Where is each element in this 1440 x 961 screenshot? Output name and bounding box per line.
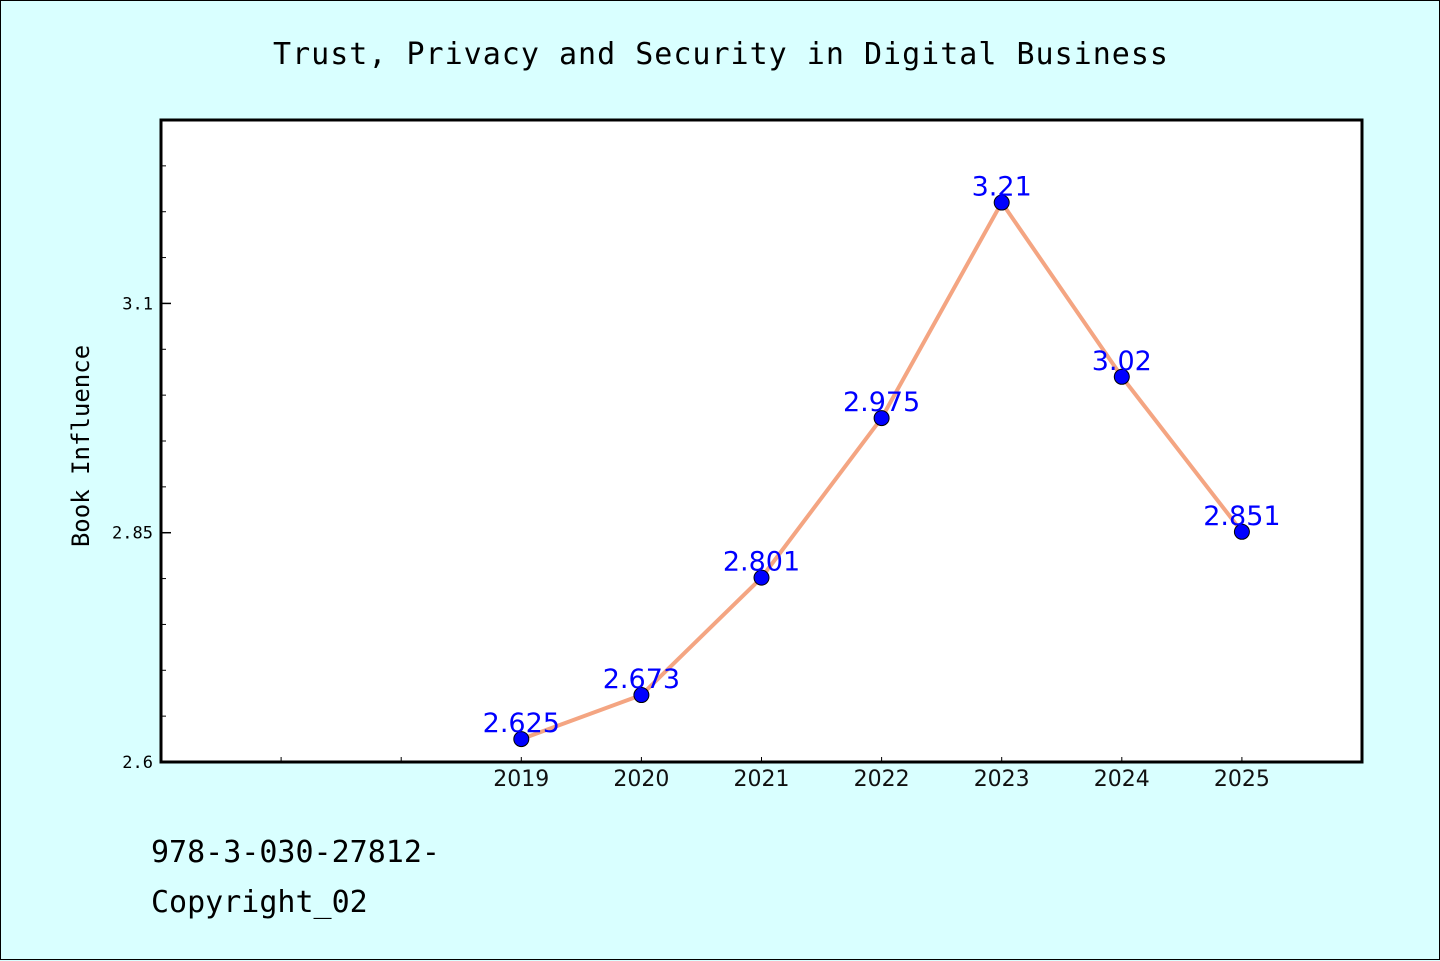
y-tick-label: 2.85 — [112, 524, 153, 544]
data-point — [633, 687, 650, 704]
series-layer: 2.625 2.673 2.801 2.975 3.21 3.02 2.851 — [483, 172, 1281, 748]
data-point — [753, 569, 770, 586]
x-tick-label: 2023 — [974, 767, 1030, 792]
x-tick-label: 2019 — [493, 767, 549, 792]
data-label: 2.975 — [843, 387, 920, 418]
copyright-text: Copyright_02 — [151, 885, 368, 920]
axis-ticks: 2.6 2.85 3.1 2019 2020 2021 2022 2023 2024 2025 — [112, 119, 1363, 792]
y-axis-label: Book Influence — [67, 345, 95, 547]
y-tick-label: 2.6 — [122, 753, 153, 773]
x-tick-label: 2024 — [1094, 767, 1150, 792]
x-tick-label: 2021 — [734, 767, 790, 792]
data-label: 2.851 — [1203, 501, 1280, 532]
data-point — [873, 410, 890, 427]
chart-title: Trust, Privacy and Security in Digital B… — [273, 37, 1169, 72]
data-label: 2.673 — [603, 664, 680, 695]
x-tick-label: 2020 — [613, 767, 669, 792]
x-tick-label: 2025 — [1214, 767, 1270, 792]
x-tick-label: 2022 — [854, 767, 910, 792]
data-label: 3.21 — [972, 172, 1032, 203]
y-tick-label: 3.1 — [122, 294, 153, 314]
data-label: 2.625 — [483, 708, 560, 739]
data-label: 3.02 — [1092, 346, 1152, 377]
data-label: 2.801 — [723, 547, 800, 578]
isbn-text: 978-3-030-27812- — [151, 835, 440, 870]
data-point — [1233, 523, 1250, 540]
plot-area — [159, 118, 1364, 764]
data-point — [513, 731, 530, 748]
data-point — [1113, 368, 1130, 385]
data-point — [993, 194, 1010, 211]
